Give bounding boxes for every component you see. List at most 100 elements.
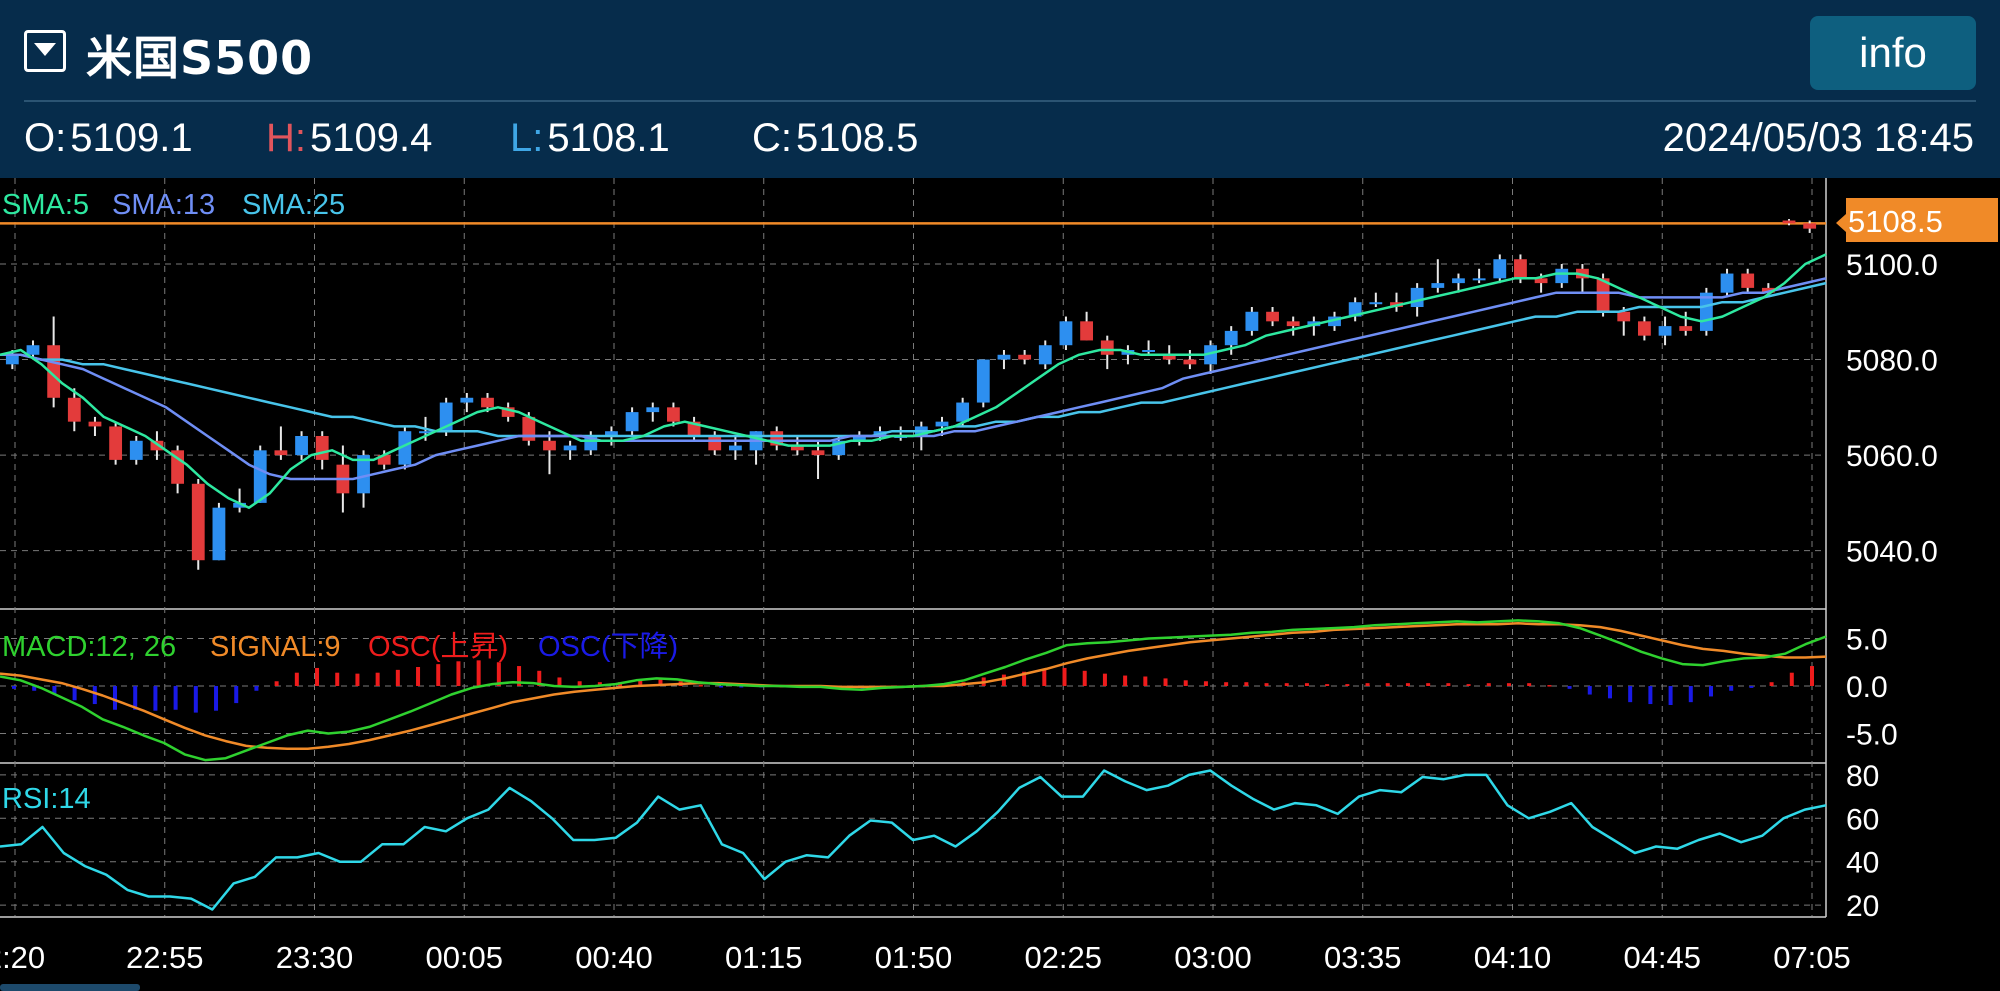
candle-body[interactable]: [1472, 278, 1486, 281]
candle-body[interactable]: [1204, 345, 1217, 365]
candle-body[interactable]: [67, 397, 81, 422]
candle-body[interactable]: [460, 397, 474, 403]
candle-body[interactable]: [997, 354, 1011, 360]
candle-body[interactable]: [708, 436, 722, 451]
candle-body[interactable]: [109, 426, 123, 460]
candle-body[interactable]: [1410, 287, 1424, 307]
x-tick-label: 23:30: [276, 940, 354, 975]
ohlc-close: C: 5108.5: [752, 116, 918, 161]
candle-body[interactable]: [5, 354, 19, 365]
candle-body[interactable]: [1637, 321, 1651, 336]
candle-body[interactable]: [543, 440, 556, 451]
candle-body[interactable]: [1534, 278, 1548, 284]
osc-bar: [274, 681, 279, 686]
candle-body[interactable]: [1038, 345, 1052, 365]
candle-body[interactable]: [667, 407, 680, 422]
candle-body[interactable]: [501, 407, 515, 417]
candle-body[interactable]: [1142, 350, 1155, 352]
ohlc-close-value: 5108.5: [796, 116, 919, 160]
candle-body[interactable]: [1596, 278, 1610, 312]
macd-legend-item: SIGNAL:9: [210, 631, 341, 663]
candle-body[interactable]: [1555, 268, 1569, 284]
candle-body[interactable]: [1679, 326, 1693, 331]
candle-body[interactable]: [1286, 321, 1300, 327]
osc-bar: [577, 681, 582, 686]
candle-body[interactable]: [26, 345, 40, 355]
osc-bar: [32, 686, 37, 691]
candle-body[interactable]: [1018, 354, 1032, 360]
candle-body[interactable]: [129, 440, 143, 460]
candle-body[interactable]: [357, 455, 370, 494]
candle-body[interactable]: [605, 431, 618, 436]
candle-body[interactable]: [1493, 259, 1507, 279]
candle-body[interactable]: [1761, 287, 1775, 293]
ohlc-low-value: 5108.1: [547, 116, 670, 160]
candle-body[interactable]: [1617, 311, 1631, 322]
candle-body[interactable]: [1369, 302, 1383, 305]
scroll-indicator[interactable]: [0, 984, 140, 991]
candle-body[interactable]: [315, 436, 329, 460]
osc-bar: [1163, 678, 1168, 686]
candle-body[interactable]: [212, 507, 226, 561]
ohlc-high: H: 5109.4: [266, 116, 432, 161]
symbol-dropdown-button[interactable]: [24, 30, 66, 72]
candle-body[interactable]: [1431, 283, 1445, 288]
candle-body[interactable]: [419, 431, 432, 434]
osc-bar: [193, 686, 198, 713]
candle-body[interactable]: [1224, 330, 1238, 346]
candle-body[interactable]: [171, 450, 185, 484]
chart-area[interactable]: 2:20 22:55 23:30 00:05 00:40 01:15 01:50 02:25 0…: [0, 178, 2000, 991]
candle-body[interactable]: [233, 502, 246, 508]
osc-bar: [1365, 683, 1370, 686]
candle-body[interactable]: [1782, 220, 1796, 224]
candle-body[interactable]: [1328, 316, 1341, 327]
candle-body[interactable]: [398, 431, 412, 465]
candle-body[interactable]: [935, 421, 949, 427]
candle-body[interactable]: [191, 483, 205, 561]
osc-bar: [1688, 686, 1693, 703]
candle-body[interactable]: [646, 407, 660, 413]
candle-body[interactable]: [976, 359, 990, 403]
osc-bar: [1304, 683, 1309, 686]
x-tick-label: 01:15: [725, 940, 803, 975]
candle-body[interactable]: [790, 445, 804, 451]
candle-body[interactable]: [956, 402, 970, 422]
candle-body[interactable]: [1183, 359, 1197, 365]
candle-body[interactable]: [481, 397, 494, 408]
candle-body[interactable]: [625, 412, 639, 432]
osc-bar: [1769, 682, 1774, 686]
candle-body[interactable]: [1162, 354, 1176, 360]
candle-body[interactable]: [1452, 278, 1465, 284]
candle-body[interactable]: [1658, 326, 1672, 336]
x-tick-label: 00:40: [575, 940, 653, 975]
candle-body[interactable]: [1720, 273, 1734, 293]
info-button[interactable]: info: [1810, 16, 1976, 90]
osc-bar: [476, 660, 481, 686]
sma25-line: [0, 281, 1827, 438]
osc-bar: [1426, 683, 1431, 686]
candle-body[interactable]: [1059, 321, 1073, 346]
x-tick-label: 02:25: [1024, 940, 1102, 975]
osc-bar: [1022, 671, 1027, 686]
candle-body[interactable]: [88, 421, 102, 427]
candle-body[interactable]: [811, 450, 825, 456]
caret-down-icon: [34, 43, 56, 56]
candle-body[interactable]: [563, 445, 577, 451]
candle-body[interactable]: [1100, 340, 1114, 355]
candle-body[interactable]: [1741, 273, 1755, 288]
osc-bar: [1446, 683, 1451, 686]
candle-body[interactable]: [852, 436, 866, 441]
candle-body[interactable]: [377, 455, 391, 465]
candle-body[interactable]: [295, 436, 308, 456]
candle-body[interactable]: [1266, 311, 1279, 322]
osc-bar: [395, 669, 400, 686]
osc-bar: [658, 679, 663, 686]
candle-body[interactable]: [1245, 311, 1259, 331]
candle-body[interactable]: [728, 445, 742, 451]
candle-body[interactable]: [253, 450, 267, 503]
candle-body[interactable]: [1514, 259, 1527, 279]
candle-body[interactable]: [1348, 302, 1362, 317]
candle-body[interactable]: [274, 450, 288, 456]
candle-body[interactable]: [1803, 223, 1817, 229]
candle-body[interactable]: [1080, 321, 1094, 341]
